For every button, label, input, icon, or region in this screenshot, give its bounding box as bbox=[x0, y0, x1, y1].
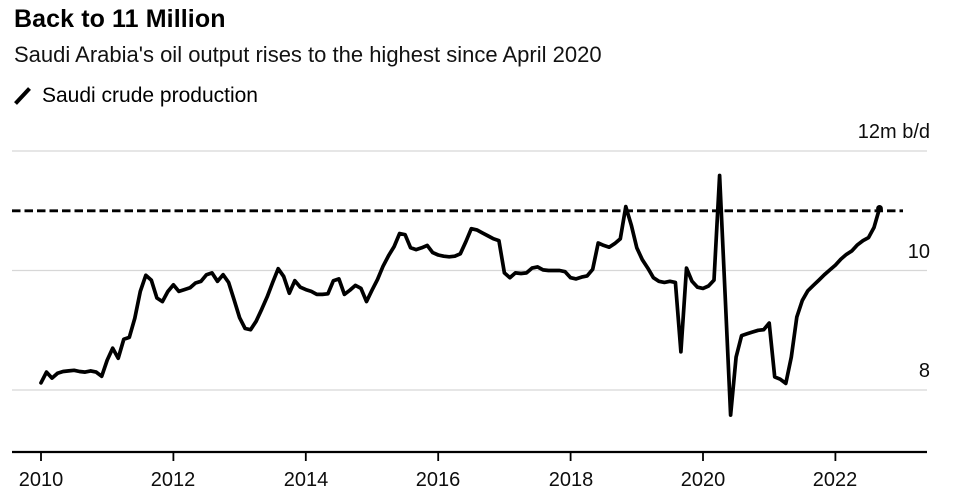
x-axis-tick-label: 2020 bbox=[680, 469, 726, 491]
chart-subtitle: Saudi Arabia's oil output rises to the h… bbox=[14, 42, 602, 67]
chart-title: Back to 11 Million bbox=[14, 5, 226, 33]
series-saudi-crude-production bbox=[39, 173, 882, 417]
y-axis-tick-label: 8 bbox=[918, 360, 930, 382]
legend: Saudi crude production bbox=[13, 84, 258, 108]
y-axis-tick-label: 12m b/d bbox=[857, 121, 930, 143]
x-axis-tick-label: 2022 bbox=[812, 469, 858, 491]
x-axis-tick-label: 2014 bbox=[283, 469, 329, 491]
x-axis-tick-label: 2016 bbox=[415, 469, 461, 491]
y-axis-tick-label: 10 bbox=[907, 241, 930, 263]
x-axis-tick-label: 2012 bbox=[150, 469, 196, 491]
series-end-dot bbox=[876, 205, 883, 212]
x-axis-tick-label: 2018 bbox=[548, 469, 594, 491]
legend-label: Saudi crude production bbox=[42, 84, 258, 107]
series-line-icon bbox=[13, 86, 33, 106]
x-axis-tick-label: 2010 bbox=[18, 469, 64, 491]
